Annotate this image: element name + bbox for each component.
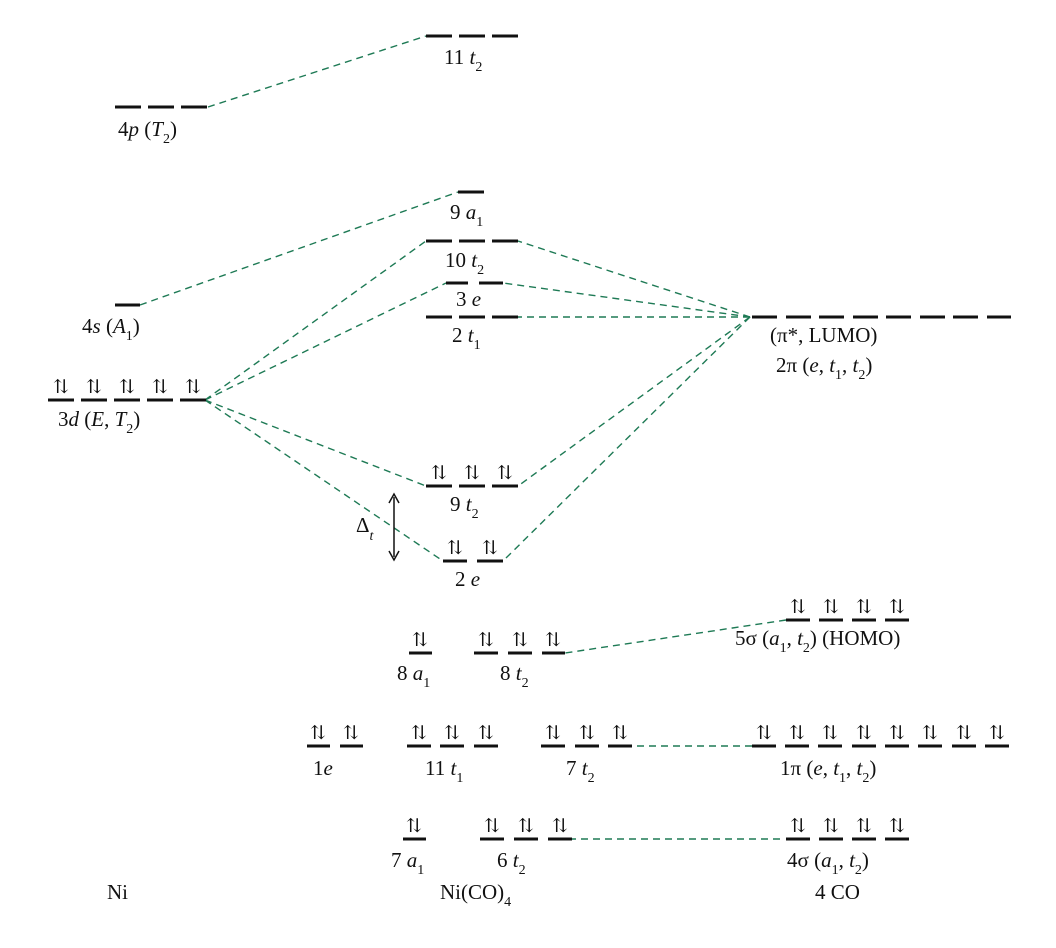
electron-pairs: ⇅ ⇅ ⇅ ⇅ ⇅ ⇅ ⇅ ⇅ ⇅ ⇅ ⇅ ⇅ ⇅ ⇅ ⇅ ⇅ ⇅ ⇅ ⇅ ⇅ … <box>53 377 1005 837</box>
label-6t2: 6 t2 <box>497 848 526 878</box>
line-2pi-2e <box>502 316 751 562</box>
electron-pair: ⇅ <box>545 630 561 651</box>
line-5sigma-8t2 <box>564 619 787 654</box>
label-ni-3d: 3d (E, T2) <box>58 407 140 437</box>
electron-pair: ⇅ <box>789 723 805 744</box>
line-3d-9t2 <box>204 399 427 487</box>
label-co-2pi: 2π (e, t1, t2) <box>776 353 872 383</box>
line-4p-11t2 <box>207 35 427 108</box>
level-labels: 4p (T2) 4s (A1) 3d (E, T2) 1e 11 t2 9 a1… <box>58 45 900 878</box>
label-3e: 3 e <box>456 287 481 311</box>
label-11t1: 11 t1 <box>425 756 463 786</box>
label-8a1: 8 a1 <box>397 661 430 691</box>
electron-pair: ⇅ <box>411 723 427 744</box>
line-3d-3e <box>204 282 447 401</box>
electron-pair: ⇅ <box>478 630 494 651</box>
line-2pi-9t2 <box>517 316 751 487</box>
electron-pair: ⇅ <box>482 538 498 559</box>
electron-pair: ⇅ <box>412 630 428 651</box>
label-co-4sigma: 4σ (a1, t2) <box>787 848 869 878</box>
label-co-5sigma: 5σ (a1, t2) (HOMO) <box>735 626 900 656</box>
electron-pair: ⇅ <box>922 723 938 744</box>
electron-pair: ⇅ <box>310 723 326 744</box>
electron-pair: ⇅ <box>823 597 839 618</box>
label-2t1: 2 t1 <box>452 323 481 353</box>
label-2e: 2 e <box>455 567 480 591</box>
electron-pair: ⇅ <box>406 816 422 837</box>
label-7a1: 7 a1 <box>391 848 424 878</box>
electron-pair: ⇅ <box>343 723 359 744</box>
label-ni-1e: 1e <box>313 756 333 780</box>
label-delta-t: Δt <box>356 513 375 544</box>
electron-pair: ⇅ <box>512 630 528 651</box>
electron-pair: ⇅ <box>889 723 905 744</box>
column-label-co: 4 CO <box>815 880 860 904</box>
electron-pair: ⇅ <box>579 723 595 744</box>
column-label-ni: Ni <box>107 880 128 904</box>
electron-pair: ⇅ <box>53 377 69 398</box>
line-2pi-10t2 <box>517 240 751 318</box>
electron-pair: ⇅ <box>989 723 1005 744</box>
electron-pair: ⇅ <box>447 538 463 559</box>
electron-pair: ⇅ <box>464 463 480 484</box>
electron-pair: ⇅ <box>545 723 561 744</box>
label-ni-4s: 4s (A1) <box>82 314 140 344</box>
electron-pair: ⇅ <box>552 816 568 837</box>
label-8t2: 8 t2 <box>500 661 529 691</box>
electron-pair: ⇅ <box>889 597 905 618</box>
label-11t2: 11 t2 <box>444 45 482 75</box>
energy-levels <box>48 34 1011 841</box>
electron-pair: ⇅ <box>856 816 872 837</box>
line-3d-10t2 <box>204 240 427 401</box>
label-9a1: 9 a1 <box>450 200 483 230</box>
electron-pair: ⇅ <box>484 816 500 837</box>
correlation-lines <box>139 35 787 840</box>
electron-pair: ⇅ <box>823 816 839 837</box>
label-7t2: 7 t2 <box>566 756 595 786</box>
electron-pair: ⇅ <box>497 463 513 484</box>
electron-pair: ⇅ <box>431 463 447 484</box>
column-labels: Ni Ni(CO)4 4 CO <box>107 880 860 910</box>
electron-pair: ⇅ <box>790 597 806 618</box>
electron-pair: ⇅ <box>790 816 806 837</box>
line-3d-2e <box>204 399 444 562</box>
electron-pair: ⇅ <box>889 816 905 837</box>
label-9t2: 9 t2 <box>450 492 479 522</box>
label-10t2: 10 t2 <box>445 248 484 278</box>
label-co-1pi: 1π (e, t1, t2) <box>780 756 876 786</box>
electron-pair: ⇅ <box>185 377 201 398</box>
line-2pi-3e <box>502 282 751 318</box>
electron-pair: ⇅ <box>152 377 168 398</box>
label-co-lumo: (π*, LUMO) <box>770 323 877 347</box>
electron-pair: ⇅ <box>444 723 460 744</box>
column-label-complex: Ni(CO)4 <box>440 880 511 910</box>
electron-pair: ⇅ <box>612 723 628 744</box>
electron-pair: ⇅ <box>856 723 872 744</box>
electron-pair: ⇅ <box>756 723 772 744</box>
line-4s-9a1 <box>139 191 459 306</box>
electron-pair: ⇅ <box>956 723 972 744</box>
delta-t-arrow <box>388 492 400 562</box>
electron-pair: ⇅ <box>856 597 872 618</box>
label-ni-4p: 4p (T2) <box>118 117 177 147</box>
electron-pair: ⇅ <box>478 723 494 744</box>
electron-pair: ⇅ <box>518 816 534 837</box>
electron-pair: ⇅ <box>822 723 838 744</box>
electron-pair: ⇅ <box>86 377 102 398</box>
electron-pair: ⇅ <box>119 377 135 398</box>
